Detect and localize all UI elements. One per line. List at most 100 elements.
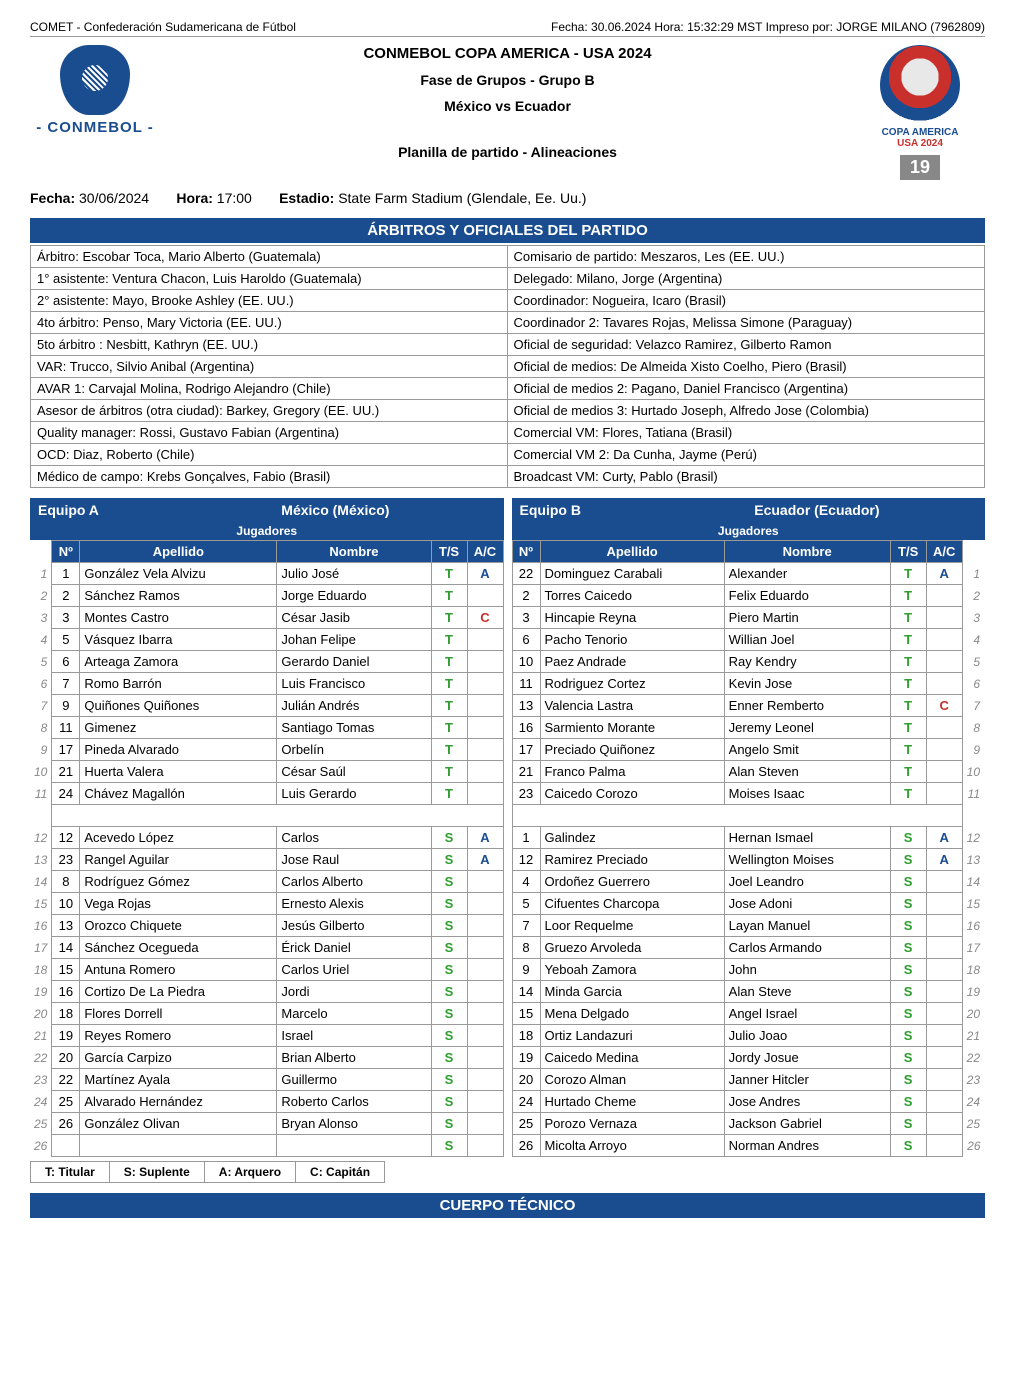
table-row: 11 24 Chávez Magallón Luis Gerardo T [30, 783, 503, 805]
table-row: 13 Valencia Lastra Enner Remberto T C 7 [512, 695, 985, 717]
table-row: 8 11 Gimenez Santiago Tomas T [30, 717, 503, 739]
official-row: Oficial de medios: De Almeida Xisto Coel… [508, 356, 986, 378]
table-row: 9 17 Pineda Alvarado Orbelín T [30, 739, 503, 761]
table-row: 23 22 Martínez Ayala Guillermo S [30, 1069, 503, 1091]
official-row: Asesor de árbitros (otra ciudad): Barkey… [30, 400, 508, 422]
table-row: 7 9 Quiñones Quiñones Julián Andrés T [30, 695, 503, 717]
official-row: Médico de campo: Krebs Gonçalves, Fabio … [30, 466, 508, 488]
official-row: 2° asistente: Mayo, Brooke Ashley (EE. U… [30, 290, 508, 312]
copa-icon [880, 45, 960, 125]
table-row: 24 Hurtado Cheme Jose Andres S 24 [512, 1091, 985, 1113]
table-row: 16 Sarmiento Morante Jeremy Leonel T 8 [512, 717, 985, 739]
table-row: 5 Cifuentes Charcopa Jose Adoni S 15 [512, 893, 985, 915]
table-row: 17 14 Sánchez Ocegueda Érick Daniel S [30, 937, 503, 959]
table-row: 26 S [30, 1135, 503, 1157]
official-row: Comercial VM 2: Da Cunha, Jayme (Perú) [508, 444, 986, 466]
legend-arquero: A: Arquero [205, 1161, 296, 1183]
topbar-left: COMET - Confederación Sudamericana de Fú… [30, 20, 296, 34]
table-row: 8 Gruezo Arvoleda Carlos Armando S 17 [512, 937, 985, 959]
table-row: 16 13 Orozco Chiquete Jesús Gilberto S [30, 915, 503, 937]
table-row: 20 Corozo Alman Janner Hitcler S 23 [512, 1069, 985, 1091]
legend-suplente: S: Suplente [110, 1161, 205, 1183]
table-row: 4 5 Vásquez Ibarra Johan Felipe T [30, 629, 503, 651]
topbar: COMET - Confederación Sudamericana de Fú… [30, 20, 985, 37]
official-row: Oficial de medios 3: Hurtado Joseph, Alf… [508, 400, 986, 422]
team-b-block: Equipo B Ecuador (Ecuador) Jugadores Nº … [512, 498, 986, 1157]
table-row: 5 6 Arteaga Zamora Gerardo Daniel T [30, 651, 503, 673]
topbar-right: Fecha: 30.06.2024 Hora: 15:32:29 MST Imp… [551, 20, 985, 34]
table-row: 26 Micolta Arroyo Norman Andres S 26 [512, 1135, 985, 1157]
table-row: 11 Rodriguez Cortez Kevin Jose T 6 [512, 673, 985, 695]
official-row: Broadcast VM: Curty, Pablo (Brasil) [508, 466, 986, 488]
phase-title: Fase de Grupos - Grupo B [160, 72, 855, 88]
header: - CONMEBOL - CONMEBOL COPA AMERICA - USA… [30, 45, 985, 180]
official-row: AVAR 1: Carvajal Molina, Rodrigo Alejand… [30, 378, 508, 400]
table-row: 12 12 Acevedo López Carlos S A [30, 827, 503, 849]
official-row: 4to árbitro: Penso, Mary Victoria (EE. U… [30, 312, 508, 334]
section-cuerpo-tecnico: CUERPO TÉCNICO [30, 1193, 985, 1218]
table-row: 22 20 García Carpizo Brian Alberto S [30, 1047, 503, 1069]
table-row: 18 Ortiz Landazuri Julio Joao S 21 [512, 1025, 985, 1047]
table-row: 9 Yeboah Zamora John S 18 [512, 959, 985, 981]
table-row: 3 3 Montes Castro César Jasib T C [30, 607, 503, 629]
table-row: 13 23 Rangel Aguilar Jose Raul S A [30, 849, 503, 871]
sheet-title: Planilla de partido - Alineaciones [160, 144, 855, 160]
table-row: 15 10 Vega Rojas Ernesto Alexis S [30, 893, 503, 915]
team-a-roster: Nº Apellido Nombre T/S A/C 1 1 González … [30, 540, 504, 1157]
table-row: 12 Ramirez Preciado Wellington Moises S … [512, 849, 985, 871]
official-row: Comercial VM: Flores, Tatiana (Brasil) [508, 422, 986, 444]
conmebol-text: - CONMEBOL - [30, 119, 160, 136]
table-row: 2 Torres Caicedo Felix Eduardo T 2 [512, 585, 985, 607]
official-row: 1° asistente: Ventura Chacon, Luis Harol… [30, 268, 508, 290]
official-row: VAR: Trucco, Silvio Anibal (Argentina) [30, 356, 508, 378]
table-row: 21 Franco Palma Alan Steven T 10 [512, 761, 985, 783]
table-row: 10 Paez Andrade Ray Kendry T 5 [512, 651, 985, 673]
table-row: 19 Caicedo Medina Jordy Josue S 22 [512, 1047, 985, 1069]
official-row: Árbitro: Escobar Toca, Mario Alberto (Gu… [30, 245, 508, 268]
table-row: 21 19 Reyes Romero Israel S [30, 1025, 503, 1047]
table-row: 10 21 Huerta Valera César Saúl T [30, 761, 503, 783]
table-row: 3 Hincapie Reyna Piero Martin T 3 [512, 607, 985, 629]
official-row: Comisario de partido: Meszaros, Les (EE.… [508, 245, 986, 268]
official-row: Quality manager: Rossi, Gustavo Fabian (… [30, 422, 508, 444]
table-row: 7 Loor Requelme Layan Manuel S 16 [512, 915, 985, 937]
copa-text: COPA AMERICA USA 2024 [855, 127, 985, 149]
official-row: Delegado: Milano, Jorge (Argentina) [508, 268, 986, 290]
official-row: Oficial de seguridad: Velazco Ramirez, G… [508, 334, 986, 356]
table-row: 2 2 Sánchez Ramos Jorge Eduardo T [30, 585, 503, 607]
official-row: Coordinador: Nogueira, Icaro (Brasil) [508, 290, 986, 312]
match-info-line: Fecha: 30/06/2024 Hora: 17:00 Estadio: S… [30, 190, 985, 206]
teams-row: Equipo A México (México) Jugadores Nº Ap… [30, 498, 985, 1157]
legend: T: Titular S: Suplente A: Arquero C: Cap… [30, 1161, 985, 1183]
table-row: 1 1 González Vela Alvizu Julio José T A [30, 563, 503, 585]
table-row: 23 Caicedo Corozo Moises Isaac T 11 [512, 783, 985, 805]
shield-icon [60, 45, 130, 115]
section-officials-header: ÁRBITROS Y OFICIALES DEL PARTIDO [30, 218, 985, 243]
table-row: 17 Preciado Quiñonez Angelo Smit T 9 [512, 739, 985, 761]
table-row: 25 26 González Olivan Bryan Alonso S [30, 1113, 503, 1135]
table-row: 4 Ordoñez Guerrero Joel Leandro S 14 [512, 871, 985, 893]
tournament-title: CONMEBOL COPA AMERICA - USA 2024 [160, 45, 855, 62]
legend-titular: T: Titular [30, 1161, 110, 1183]
table-row: 24 25 Alvarado Hernández Roberto Carlos … [30, 1091, 503, 1113]
table-row: 1 Galindez Hernan Ismael S A 12 [512, 827, 985, 849]
logo-conmebol: - CONMEBOL - [30, 45, 160, 136]
official-row: Oficial de medios 2: Pagano, Daniel Fran… [508, 378, 986, 400]
table-row: 6 Pacho Tenorio Willian Joel T 4 [512, 629, 985, 651]
table-row: 22 Dominguez Carabali Alexander T A 1 [512, 563, 985, 585]
team-b-header: Equipo B Ecuador (Ecuador) [512, 498, 986, 522]
table-row: 15 Mena Delgado Angel Israel S 20 [512, 1003, 985, 1025]
legend-capitan: C: Capitán [296, 1161, 385, 1183]
official-row: Coordinador 2: Tavares Rojas, Melissa Si… [508, 312, 986, 334]
center-titles: CONMEBOL COPA AMERICA - USA 2024 Fase de… [160, 45, 855, 160]
match-number: 19 [900, 155, 940, 180]
match-title: México vs Ecuador [160, 98, 855, 114]
table-row: 14 8 Rodríguez Gómez Carlos Alberto S [30, 871, 503, 893]
table-row: 6 7 Romo Barrón Luis Francisco T [30, 673, 503, 695]
officials-table: Árbitro: Escobar Toca, Mario Alberto (Gu… [30, 245, 985, 488]
table-row: 18 15 Antuna Romero Carlos Uriel S [30, 959, 503, 981]
team-a-header: Equipo A México (México) [30, 498, 504, 522]
table-row: 25 Porozo Vernaza Jackson Gabriel S 25 [512, 1113, 985, 1135]
logo-copa: COPA AMERICA USA 2024 19 [855, 45, 985, 180]
official-row: 5to árbitro : Nesbitt, Kathryn (EE. UU.) [30, 334, 508, 356]
